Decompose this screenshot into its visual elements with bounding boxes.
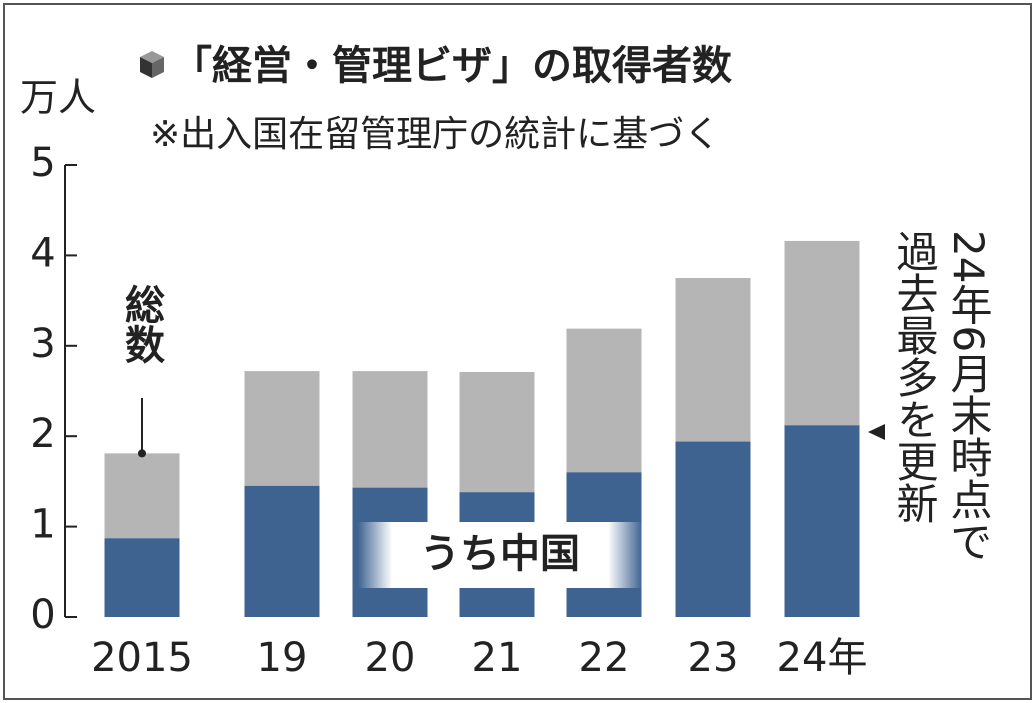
total-label: 総数 — [118, 284, 164, 364]
pointer-dot — [138, 449, 146, 458]
chart-subtitle: ※出入国在留管理庁の統計に基づく — [150, 114, 720, 155]
bar — [675, 441, 751, 617]
china-label-box: うち中国 — [358, 522, 642, 588]
y-tick-label: 4 — [30, 230, 55, 276]
y-tick-label: 1 — [30, 502, 55, 548]
y-axis-label: 万人 — [20, 76, 96, 120]
x-tick-label: 24年 — [777, 635, 868, 681]
annotation: 24年6月末時点で — [944, 230, 993, 563]
bar — [104, 538, 180, 617]
arrow — [868, 424, 885, 440]
x-tick-label: 20 — [365, 635, 416, 681]
cube-icon — [140, 51, 164, 78]
y-tick-label: 0 — [30, 592, 55, 638]
label-box — [358, 522, 642, 588]
y-tick-label: 2 — [30, 411, 55, 457]
y-tick-label: 5 — [30, 140, 55, 186]
x-tick-label: 2015 — [91, 635, 193, 681]
y-tick-label: 3 — [30, 321, 55, 367]
frame — [3, 3, 1032, 700]
annotation: 過去最多を更新 — [890, 230, 939, 524]
x-tick-label: 23 — [688, 635, 739, 681]
x-tick-label: 19 — [257, 635, 308, 681]
bar — [244, 485, 320, 617]
bar — [784, 425, 860, 617]
x-tick-label: 21 — [472, 635, 523, 681]
series-label: うち中国 — [420, 531, 580, 577]
chart-title: 「経営・管理ビザ」の取得者数 — [172, 43, 732, 89]
x-tick-label: 22 — [579, 635, 630, 681]
